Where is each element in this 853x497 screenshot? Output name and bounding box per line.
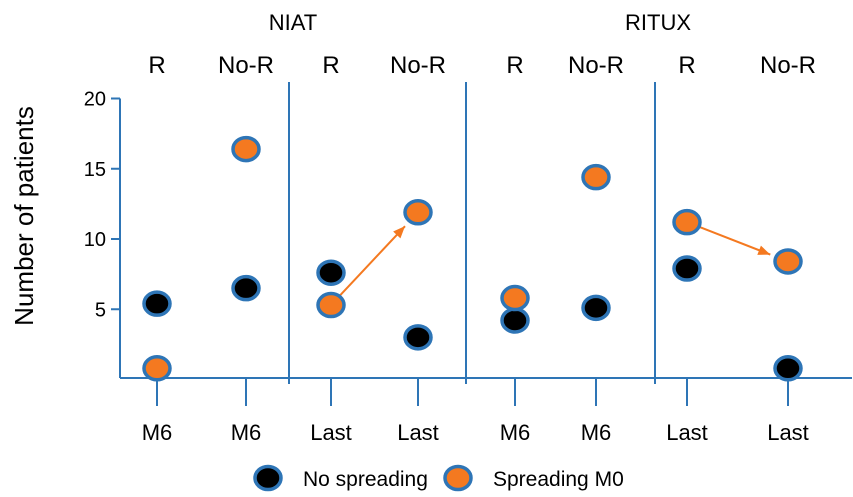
- x-tick-label: M6: [231, 420, 262, 445]
- x-tick-label: Last: [767, 420, 809, 445]
- y-tick-label: 5: [95, 299, 106, 321]
- spreading-m0-point: [773, 248, 803, 275]
- x-tick-label: Last: [310, 420, 352, 445]
- no-spreading-point: [500, 307, 530, 334]
- arrows: [339, 225, 771, 297]
- x-tick-labels: M6 M6 Last Last M6 M6 Last Last: [142, 420, 809, 445]
- response-label: No-R: [568, 52, 624, 79]
- group-title-niat: NIAT: [269, 10, 317, 35]
- no-spreading-point: [581, 294, 611, 322]
- spreading-m0-point: [316, 291, 346, 319]
- x-tick-label: M6: [500, 420, 531, 445]
- response-label: No-R: [218, 52, 274, 79]
- x-tick-label: Last: [666, 420, 708, 445]
- y-tick-label: 20: [84, 89, 106, 111]
- no-spreading-point: [403, 324, 433, 351]
- no-spreading-point: [316, 259, 346, 286]
- response-label: R: [148, 52, 165, 79]
- legend-marker: [443, 464, 473, 492]
- no-spreading-point: [672, 255, 702, 282]
- response-label: R: [678, 52, 695, 79]
- y-tick-label: 15: [84, 159, 106, 181]
- legend-item: Spreading M0: [443, 464, 624, 492]
- spreading-m0-point: [581, 163, 611, 191]
- spreading-m0-point: [403, 199, 433, 226]
- legend: No spreading Spreading M0: [253, 464, 624, 492]
- response-label: No-R: [760, 52, 816, 79]
- trend-arrow: [339, 225, 406, 297]
- response-label: R: [322, 52, 339, 79]
- spreading-m0-point: [500, 284, 530, 312]
- no-spreading-point: [142, 290, 172, 317]
- spreading-m0-point: [142, 355, 172, 382]
- response-label: R: [506, 52, 523, 79]
- group-title-ritux: RITUX: [625, 10, 691, 35]
- legend-label: No spreading: [303, 468, 428, 491]
- legend-marker: [253, 464, 283, 492]
- no-spreading-point: [231, 274, 261, 302]
- legend-label: Spreading M0: [493, 468, 624, 491]
- group-titles: NIAT RITUX: [269, 10, 692, 35]
- x-tick-label: M6: [581, 420, 612, 445]
- x-tick-label: M6: [142, 420, 173, 445]
- axes: 5 10 15 20 Number of patients: [9, 89, 852, 406]
- data-points: [142, 135, 803, 382]
- response-labels: R No-R R No-R R No-R R No-R: [148, 52, 816, 79]
- y-axis-label: Number of patients: [9, 106, 39, 326]
- y-tick-label: 10: [84, 229, 106, 251]
- trend-arrow: [698, 225, 771, 256]
- spreading-m0-point: [672, 208, 702, 236]
- group-separators: [288, 82, 656, 384]
- x-tick-label: Last: [397, 420, 439, 445]
- no-spreading-point: [773, 355, 803, 382]
- response-label: No-R: [390, 52, 446, 79]
- legend-item: No spreading: [253, 464, 428, 492]
- spreading-m0-point: [231, 135, 261, 163]
